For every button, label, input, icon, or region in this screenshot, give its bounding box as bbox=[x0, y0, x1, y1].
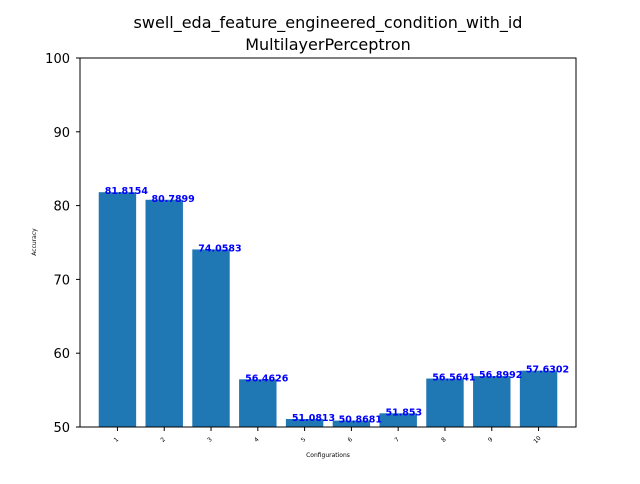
x-axis-label: Configurations bbox=[306, 452, 350, 459]
bar-6 bbox=[332, 420, 371, 427]
y-tick-label-60: 60 bbox=[53, 347, 70, 362]
x-tick-label-3: 3 bbox=[206, 436, 214, 444]
data-label-2: 80.7899 bbox=[152, 194, 195, 205]
bar-10 bbox=[519, 370, 558, 427]
y-tick-label-50: 50 bbox=[53, 421, 70, 436]
x-tick-label-4: 4 bbox=[253, 436, 261, 444]
bar-2 bbox=[145, 199, 183, 427]
bar-8 bbox=[426, 378, 464, 427]
bar-3 bbox=[192, 249, 230, 427]
data-label-10: 57.6302 bbox=[526, 365, 569, 376]
data-label-4: 56.4626 bbox=[245, 373, 289, 384]
y-tick-label-90: 90 bbox=[53, 126, 70, 141]
y-tick-label-70: 70 bbox=[53, 273, 70, 288]
data-label-8: 56.5641 bbox=[432, 373, 475, 384]
bar-7 bbox=[379, 413, 417, 427]
y-tick-label-100: 100 bbox=[45, 52, 70, 67]
y-axis-label: Accuracy bbox=[31, 228, 38, 256]
x-tick-label-5: 5 bbox=[300, 436, 308, 444]
x-tick-label-1: 1 bbox=[113, 436, 121, 444]
bar-4 bbox=[239, 379, 277, 427]
data-label-3: 74.0583 bbox=[198, 243, 241, 254]
bar-9 bbox=[473, 376, 511, 427]
x-tick-label-7: 7 bbox=[393, 436, 401, 444]
plot-frame bbox=[79, 57, 577, 428]
x-tick-label-6: 6 bbox=[347, 436, 355, 444]
y-tick-label-80: 80 bbox=[53, 200, 70, 215]
chart-title: swell_eda_feature_engineered_condition_w… bbox=[134, 13, 523, 33]
x-tick-label-10: 10 bbox=[532, 435, 542, 445]
chart-subtitle: MultilayerPerceptron bbox=[245, 35, 411, 54]
data-label-7: 51.853 bbox=[385, 407, 422, 418]
data-label-5: 51.0813 bbox=[292, 413, 335, 424]
bars-group bbox=[98, 192, 558, 427]
x-axis-ticks: 1 2 3 4 5 6 7 8 9 10 bbox=[113, 427, 543, 445]
data-label-1: 81.8154 bbox=[105, 186, 149, 197]
data-label-9: 56.8992 bbox=[479, 370, 522, 381]
x-tick-label-2: 2 bbox=[159, 436, 167, 444]
x-tick-label-8: 8 bbox=[440, 436, 448, 444]
bar-5 bbox=[285, 419, 324, 427]
bar-1 bbox=[98, 192, 137, 427]
y-axis-ticks: 50 60 70 80 90 100 bbox=[45, 52, 80, 436]
x-tick-label-9: 9 bbox=[487, 436, 495, 444]
data-label-6: 50.8681 bbox=[339, 415, 382, 426]
